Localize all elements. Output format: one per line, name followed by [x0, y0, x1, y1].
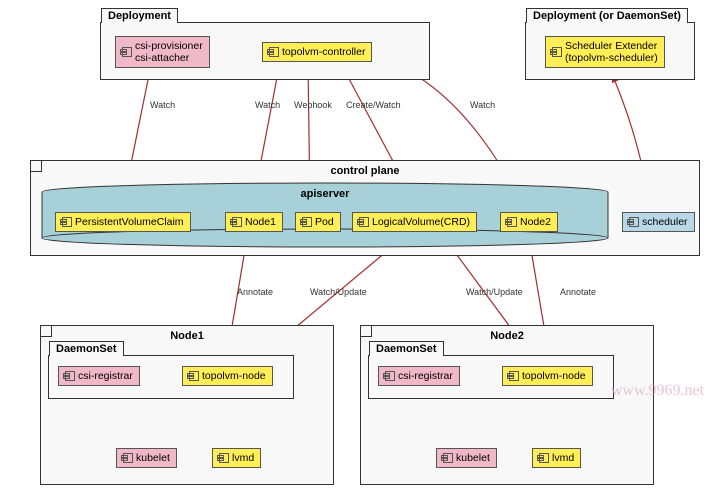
edge-label: Webhook [294, 100, 332, 110]
node-lvmd2: lvmd [532, 448, 581, 468]
edge-label: Watch [470, 100, 495, 110]
component-icon [507, 217, 517, 227]
component-icon [302, 217, 312, 227]
container-title: control plane [330, 165, 399, 177]
node-csi_prov: csi-provisionercsi-attacher [115, 36, 210, 68]
node-kubelet1: kubelet [116, 448, 177, 468]
component-icon [65, 371, 75, 381]
component-icon [552, 47, 562, 57]
node-pod: Pod [295, 212, 341, 232]
component-icon [629, 217, 639, 227]
container-title: Node2 [490, 330, 524, 342]
component-icon [122, 47, 132, 57]
watermark-text: www.9969.net [611, 382, 704, 400]
node-csireg2: csi-registrar [378, 366, 460, 386]
node-label: Pod [315, 216, 334, 228]
component-icon [219, 453, 229, 463]
container-label: Deployment [101, 8, 178, 23]
container-label: Deployment (or DaemonSet) [526, 8, 688, 23]
component-icon [359, 217, 369, 227]
node-csireg1: csi-registrar [58, 366, 140, 386]
node-tnode1: topolvm-node [182, 366, 273, 386]
node-label: Scheduler Extender(topolvm-scheduler) [565, 40, 658, 64]
component-icon [385, 371, 395, 381]
component-icon [123, 453, 133, 463]
component-icon [539, 453, 549, 463]
edge-label: Watch [150, 100, 175, 110]
node-label: topolvm-controller [282, 46, 365, 58]
node-node2: Node2 [500, 212, 558, 232]
node-pvc: PersistentVolumeClaim [55, 212, 191, 232]
node-label: topolvm-node [202, 370, 266, 382]
component-icon [232, 217, 242, 227]
node-label: Node2 [520, 216, 551, 228]
edge-label: Watch/Update [310, 287, 367, 297]
node-lvmd1: lvmd [212, 448, 261, 468]
node-label: csi-registrar [78, 370, 133, 382]
node-label: kubelet [136, 452, 170, 464]
node-label: LogicalVolume(CRD) [372, 216, 470, 228]
node-label: PersistentVolumeClaim [75, 216, 184, 228]
container-label: DaemonSet [49, 341, 124, 356]
edge-label: Watch [255, 100, 280, 110]
node-label: kubelet [456, 452, 490, 464]
node-lvol: LogicalVolume(CRD) [352, 212, 477, 232]
edge-label: Watch/Update [466, 287, 523, 297]
component-icon [509, 371, 519, 381]
node-kubelet2: kubelet [436, 448, 497, 468]
container-title: Node1 [170, 330, 204, 342]
node-label: topolvm-node [522, 370, 586, 382]
node-sched_ext: Scheduler Extender(topolvm-scheduler) [545, 36, 665, 68]
container-label: DaemonSet [369, 341, 444, 356]
node-sched: scheduler [622, 212, 695, 232]
edge-label: Annotate [237, 287, 273, 297]
component-icon [269, 47, 279, 57]
node-label: scheduler [642, 216, 688, 228]
node-label: csi-registrar [398, 370, 453, 382]
node-label: Node1 [245, 216, 276, 228]
node-tnode2: topolvm-node [502, 366, 593, 386]
component-icon [62, 217, 72, 227]
component-icon [443, 453, 453, 463]
node-topo_ctrl: topolvm-controller [262, 42, 372, 62]
edge-label: Annotate [560, 287, 596, 297]
node-label: csi-provisionercsi-attacher [135, 40, 203, 64]
node-node1: Node1 [225, 212, 283, 232]
edge-label: Create/Watch [346, 100, 401, 110]
node-label: lvmd [232, 452, 254, 464]
apiserver-title: apiserver [301, 188, 351, 200]
component-icon [189, 371, 199, 381]
node-label: lvmd [552, 452, 574, 464]
